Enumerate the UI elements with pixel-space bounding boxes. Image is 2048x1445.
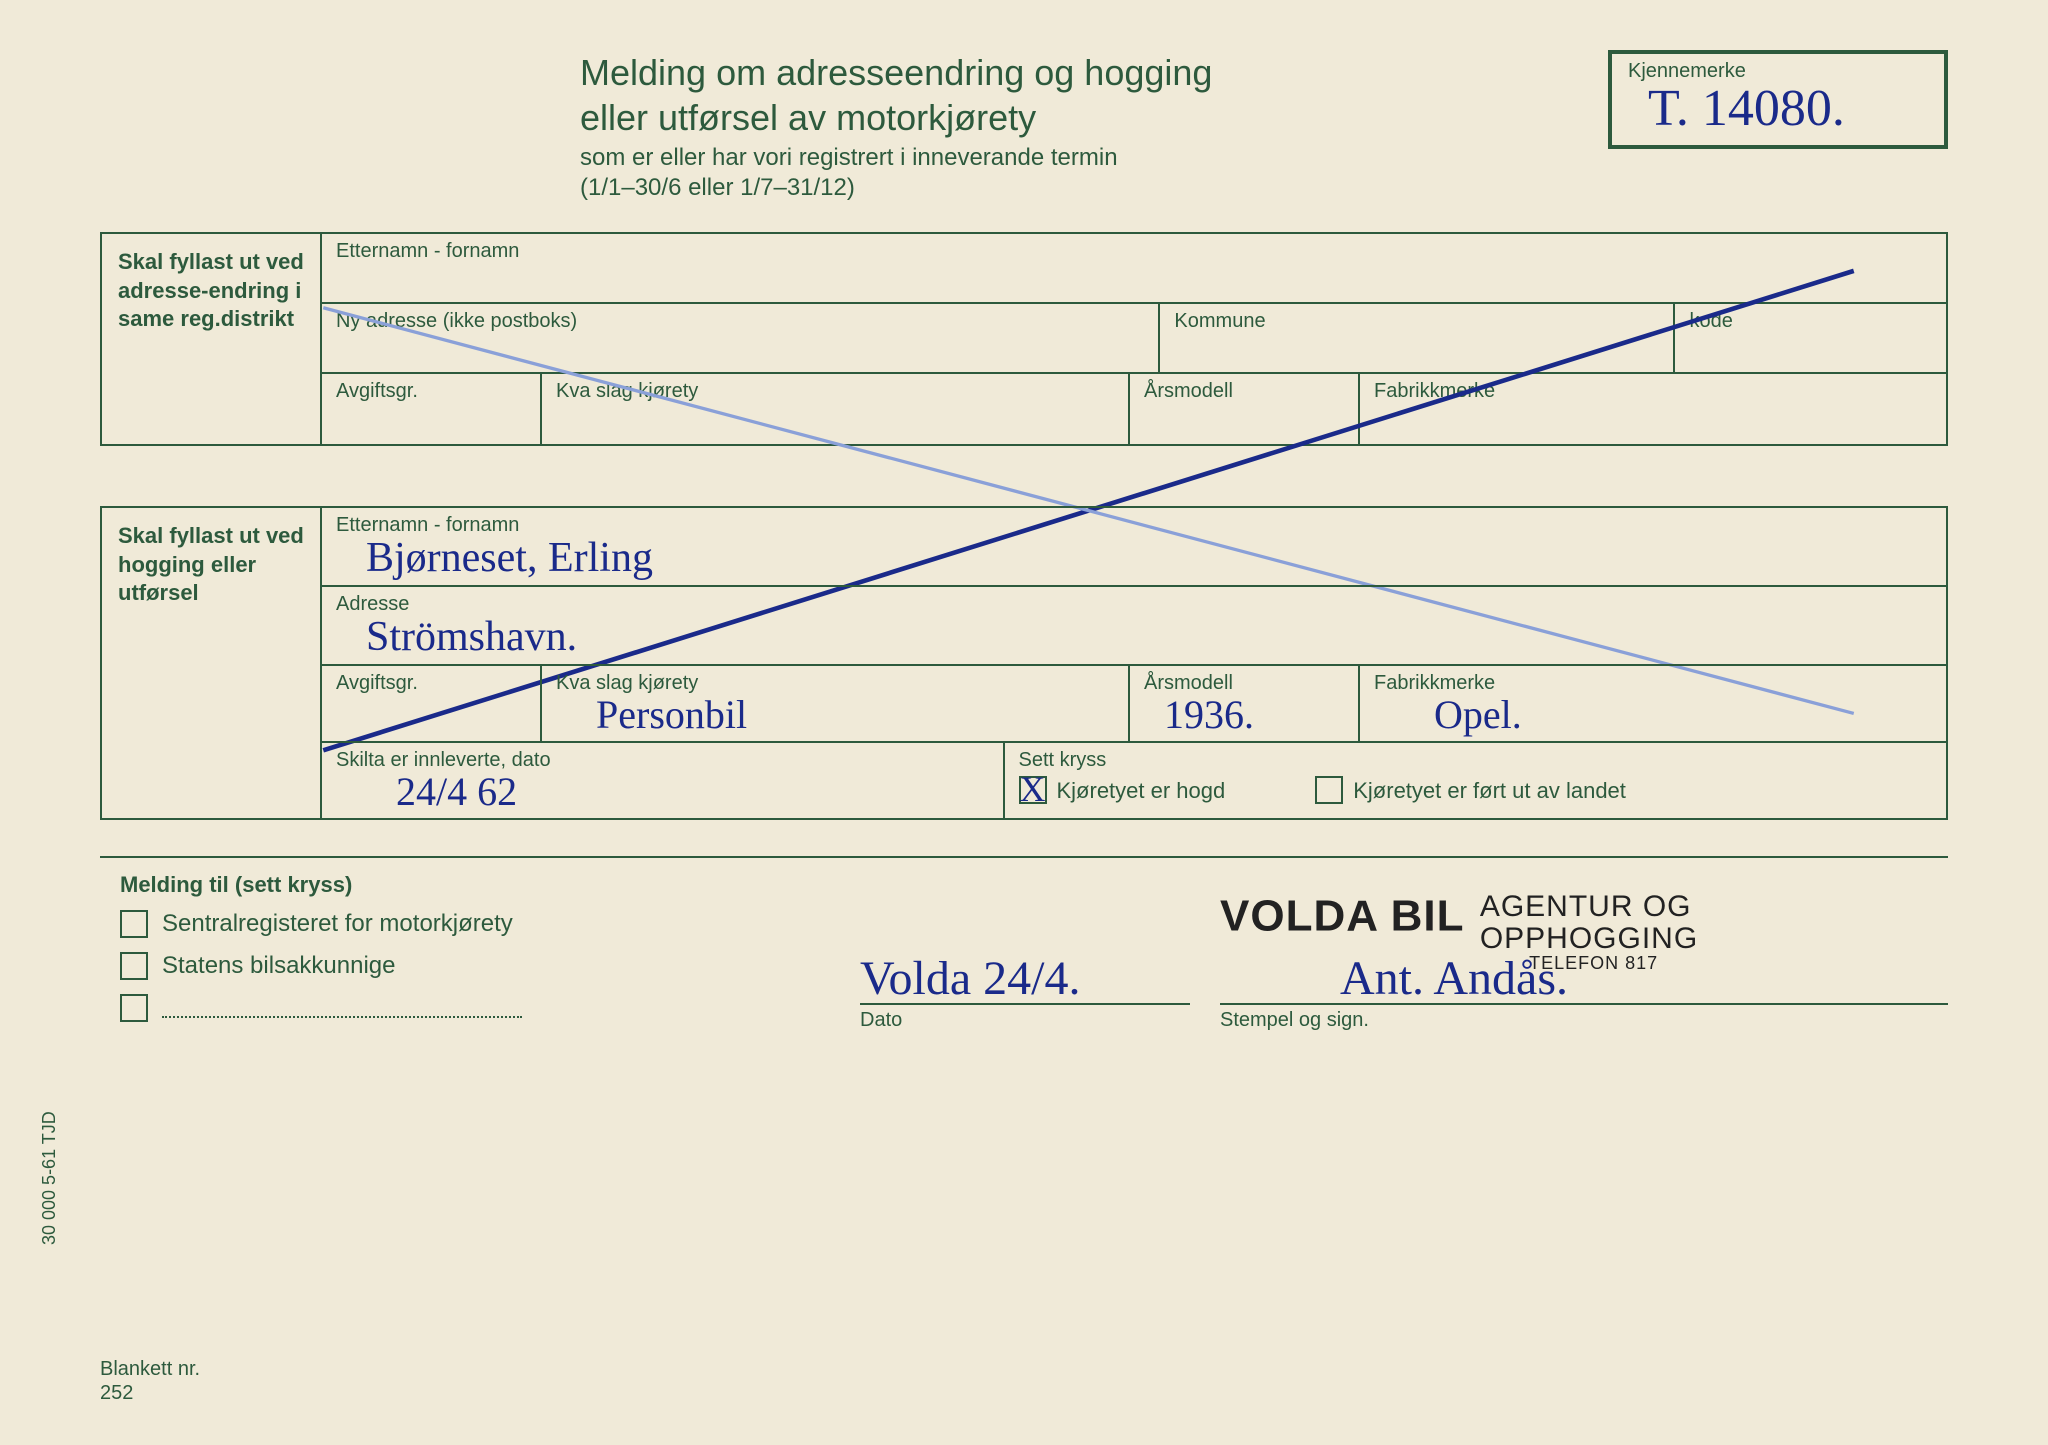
utfort-label: Kjøretyet er ført ut av landet [1353, 778, 1626, 804]
field-kode[interactable]: kode [1675, 304, 1946, 372]
stamp-line1b: AGENTUR OG [1480, 891, 1698, 923]
kva-value-2: Personbil [556, 695, 1114, 735]
field-kommune[interactable]: Kommune [1160, 304, 1675, 372]
bottom-section: Melding til (sett kryss) Sentralregister… [100, 856, 1948, 1036]
opt-sentralregisteret: Sentralregisteret for motorkjørety [162, 910, 513, 938]
kommune-label: Kommune [1174, 310, 1659, 333]
section-adresseendring: Skal fyllast ut ved adresse-endring i sa… [100, 232, 1948, 446]
section1-side-label: Skal fyllast ut ved adresse-endring i sa… [102, 234, 322, 444]
print-code: 30 000 5-61 TJD [39, 1111, 60, 1245]
field-etternavn[interactable]: Etternamn - fornamn [322, 234, 1946, 302]
title-block: Melding om adresseendring og hogging ell… [580, 50, 1568, 202]
hogd-label: Kjøretyet er hogd [1057, 778, 1226, 804]
field-avgiftsgr-1[interactable]: Avgiftsgr. [322, 374, 542, 444]
field-arsmodell-1[interactable]: Årsmodell [1130, 374, 1360, 444]
blankett-label: Blankett nr. [100, 1358, 200, 1380]
opt-statens: Statens bilsakkunnige [162, 952, 395, 980]
signature-block: Volda 24/4. Dato VOLDA BIL AGENTUR OG OP… [860, 872, 1948, 1036]
sett-kryss-label: Sett kryss [1019, 749, 1933, 772]
checkbox-sentralregisteret[interactable] [120, 910, 148, 938]
skilta-value: 24/4 62 [336, 772, 989, 812]
field-skilta[interactable]: Skilta er innleverte, dato 24/4 62 [322, 743, 1005, 818]
field-fabrikkmerke-1[interactable]: Fabrikkmerke [1360, 374, 1946, 444]
other-dotline[interactable] [162, 998, 522, 1017]
arsmodell-label-1: Årsmodell [1144, 380, 1344, 403]
adresse-label-2: Adresse [336, 593, 1932, 616]
dato-value: Volda 24/4. [860, 955, 1080, 1003]
checkbox-statens[interactable] [120, 952, 148, 980]
checkbox-other[interactable] [120, 994, 148, 1022]
checkbox-hogd-row: X Kjøretyet er hogd [1019, 776, 1226, 804]
field-adresse-2[interactable]: Adresse Strömshavn. [322, 587, 1946, 664]
title-line1: Melding om adresseendring og hogging [580, 50, 1568, 95]
section1-fields: Etternamn - fornamn Ny adresse (ikke pos… [322, 234, 1946, 444]
etternavn-value-2: Bjørneset, Erling [336, 537, 1932, 579]
section2-side-label: Skal fyllast ut ved hogging eller utførs… [102, 508, 322, 818]
field-arsmodell-2[interactable]: Årsmodell 1936. [1130, 666, 1360, 741]
signature-value: Ant. Andås. [1220, 955, 1568, 1003]
checkbox-hogd[interactable]: X [1019, 776, 1047, 804]
checkbox-utfort-row: Kjøretyet er ført ut av landet [1315, 776, 1626, 804]
kode-label: kode [1689, 310, 1932, 333]
field-avgiftsgr-2[interactable]: Avgiftsgr. [322, 666, 542, 741]
fabrikkmerke-label-1: Fabrikkmerke [1374, 380, 1932, 403]
avgiftsgr-label-2: Avgiftsgr. [336, 672, 526, 695]
dato-label: Dato [860, 1003, 1190, 1032]
stempel-label: Stempel og sign. [1220, 1003, 1948, 1032]
title-subtitle: som er eller har vori registrert i innev… [580, 144, 1568, 172]
section-hogging: Skal fyllast ut ved hogging eller utførs… [100, 506, 1948, 820]
header-row: Melding om adresseendring og hogging ell… [100, 50, 1948, 202]
avgiftsgr-label-1: Avgiftsgr. [336, 380, 526, 403]
ny-adresse-label: Ny adresse (ikke postboks) [336, 310, 1144, 333]
kjennemerke-box: Kjennemerke T. 14080. [1608, 50, 1948, 149]
field-kva-2[interactable]: Kva slag kjørety Personbil [542, 666, 1130, 741]
section2-fields: Etternamn - fornamn Bjørneset, Erling Ad… [322, 508, 1946, 818]
melding-head: Melding til (sett kryss) [120, 872, 860, 898]
field-fabrikkmerke-2[interactable]: Fabrikkmerke Opel. [1360, 666, 1946, 741]
checkbox-utfort[interactable] [1315, 776, 1343, 804]
kjennemerke-value: T. 14080. [1628, 83, 1928, 135]
stamp-line1c: OPPHOGGING [1480, 923, 1698, 955]
blankett-no: 252 [100, 1382, 133, 1404]
etternavn-label: Etternamn - fornamn [336, 240, 1932, 263]
adresse-value-2: Strömshavn. [336, 616, 1932, 658]
melding-til-block: Melding til (sett kryss) Sentralregister… [100, 872, 860, 1036]
title-line2: eller utførsel av motorkjørety [580, 95, 1568, 140]
kva-label-1: Kva slag kjørety [556, 380, 1114, 403]
title-dates: (1/1–30/6 eller 1/7–31/12) [580, 174, 1568, 202]
fabrikkmerke-value-2: Opel. [1374, 695, 1932, 735]
blankett-nr: Blankett nr. 252 [100, 1357, 200, 1405]
field-ny-adresse[interactable]: Ny adresse (ikke postboks) [322, 304, 1160, 372]
stamp-line1a: VOLDA BIL [1220, 892, 1464, 941]
etternavn-label-2: Etternamn - fornamn [336, 514, 1932, 537]
field-etternavn-2[interactable]: Etternamn - fornamn Bjørneset, Erling [322, 508, 1946, 585]
field-sett-kryss: Sett kryss X Kjøretyet er hogd Kjøretyet… [1005, 743, 1947, 818]
field-kva-1[interactable]: Kva slag kjørety [542, 374, 1130, 444]
form-page: Melding om adresseendring og hogging ell… [0, 0, 2048, 1445]
arsmodell-value-2: 1936. [1144, 695, 1344, 735]
